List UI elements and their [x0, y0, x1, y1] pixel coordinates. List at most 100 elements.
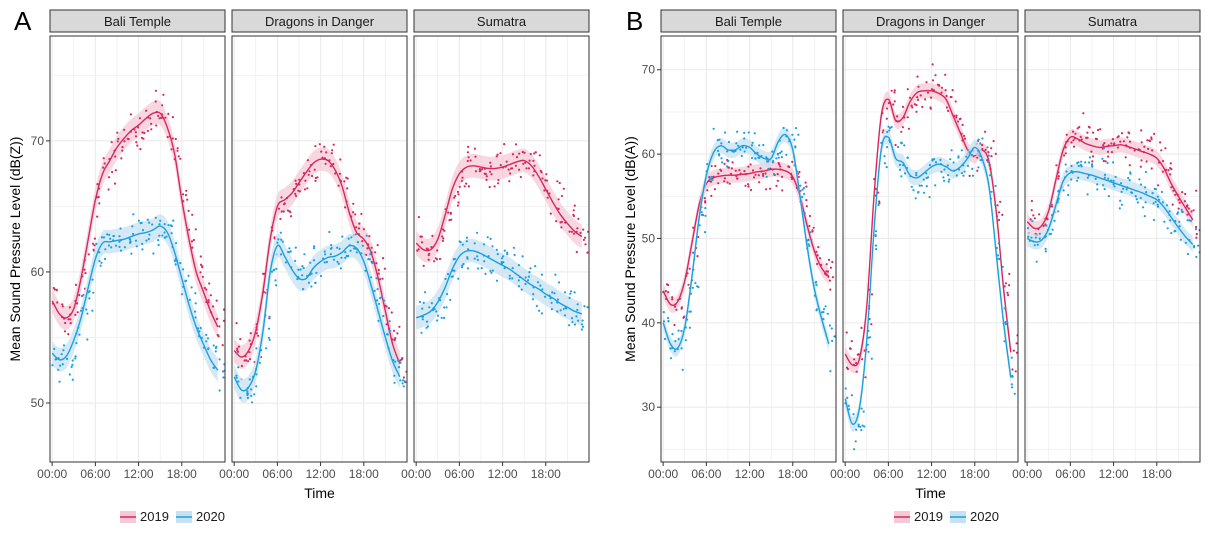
- data-point-2020: [791, 133, 794, 136]
- data-point-2020: [382, 314, 385, 318]
- data-point-2019: [68, 306, 71, 309]
- data-point-2019: [1162, 159, 1165, 163]
- data-point-2019: [134, 135, 138, 138]
- data-point-2020: [667, 319, 670, 323]
- data-point-2019: [671, 296, 674, 299]
- facet-background: [1025, 36, 1200, 462]
- data-point-2020: [288, 251, 291, 254]
- data-point-2020: [154, 216, 157, 219]
- data-point-2019: [87, 253, 90, 256]
- data-point-2020: [917, 190, 920, 194]
- data-point-2019: [76, 311, 79, 314]
- facet-bali-temple: Bali Temple 00:00 06:00 12:00 18:00: [37, 9, 226, 481]
- data-point-2019: [107, 176, 111, 179]
- data-point-2020: [314, 281, 317, 284]
- data-point-2020: [436, 319, 439, 322]
- data-point-2019: [474, 155, 477, 158]
- data-point-2019: [1051, 205, 1054, 208]
- data-point-2019: [779, 165, 782, 168]
- data-point-2020: [1118, 207, 1121, 210]
- facet-background: [843, 36, 1018, 462]
- confidence-band-2020: [234, 233, 400, 403]
- data-point-2020: [875, 248, 878, 251]
- data-point-2020: [477, 267, 480, 270]
- data-point-2020: [440, 316, 443, 319]
- data-point-2019: [1030, 199, 1033, 203]
- data-point-2019: [510, 167, 514, 170]
- data-point-2019: [505, 160, 508, 163]
- data-point-2020: [344, 251, 347, 254]
- data-point-2019: [83, 268, 86, 271]
- data-point-2019: [239, 338, 242, 341]
- data-point-2019: [1143, 145, 1146, 148]
- data-point-2019: [441, 228, 445, 231]
- data-point-2020: [119, 227, 122, 230]
- series-line-2020: [844, 135, 1012, 425]
- data-point-2019: [390, 311, 393, 314]
- data-point-2019: [318, 143, 321, 146]
- data-point-2019: [67, 318, 70, 321]
- data-point-2019: [584, 236, 587, 239]
- data-point-2019: [861, 358, 864, 361]
- data-point-2019: [831, 276, 835, 279]
- data-point-2020: [743, 137, 746, 140]
- data-point-2020: [541, 288, 544, 291]
- data-point-2020: [424, 291, 427, 294]
- data-point-2020: [527, 279, 530, 282]
- data-point-2020: [489, 237, 492, 240]
- data-point-2019: [901, 105, 905, 108]
- data-point-2019: [212, 305, 215, 308]
- facet-border: [842, 35, 1019, 463]
- data-point-2019: [1153, 132, 1156, 135]
- data-point-2019: [186, 198, 189, 201]
- series-line-2020: [51, 225, 219, 371]
- facet-border: [49, 35, 226, 463]
- data-point-2020: [175, 242, 178, 245]
- data-point-2019: [140, 136, 143, 139]
- data-point-2019: [298, 190, 301, 193]
- data-point-2020: [131, 225, 134, 228]
- data-point-2020: [529, 267, 532, 270]
- data-point-2019: [467, 145, 470, 148]
- data-point-2020: [118, 235, 121, 238]
- data-point-2020: [1128, 179, 1131, 182]
- data-point-2020: [977, 138, 980, 141]
- data-point-2020: [946, 164, 949, 167]
- data-point-2019: [337, 184, 340, 187]
- data-point-2020: [1173, 230, 1176, 233]
- data-point-2019: [916, 96, 919, 99]
- data-point-2019: [917, 85, 920, 88]
- facet-strip: [413, 9, 590, 33]
- data-point-2019: [955, 116, 958, 119]
- data-point-2020: [495, 248, 498, 251]
- data-point-2020: [207, 347, 210, 350]
- data-point-2020: [393, 374, 396, 377]
- data-point-2020: [740, 154, 743, 157]
- data-point-2020: [141, 248, 144, 251]
- data-point-2020: [1077, 164, 1080, 167]
- series-line-2020: [233, 244, 401, 392]
- data-point-2020: [782, 126, 785, 130]
- data-point-2020: [70, 365, 73, 368]
- data-point-2019: [667, 291, 670, 294]
- legend: 2019 2020: [120, 509, 225, 524]
- data-point-2019: [545, 179, 549, 182]
- data-point-2020: [1013, 392, 1016, 395]
- data-point-2020: [1038, 232, 1041, 235]
- data-point-2020: [237, 366, 240, 369]
- data-point-2020: [1156, 203, 1159, 206]
- data-point-2020: [65, 357, 69, 360]
- data-point-2019: [878, 202, 881, 205]
- facet-title: Bali Temple: [104, 14, 171, 29]
- data-point-2019: [417, 216, 420, 219]
- data-point-2019: [1164, 147, 1167, 150]
- data-point-2019: [321, 156, 324, 159]
- data-point-2020: [288, 247, 291, 250]
- data-point-2019: [1150, 138, 1153, 141]
- data-point-2020: [684, 339, 687, 342]
- data-point-2020: [163, 236, 166, 239]
- data-point-2020: [1139, 196, 1142, 200]
- data-point-2019: [1116, 146, 1120, 149]
- data-point-2020: [573, 291, 576, 294]
- data-point-2020: [940, 170, 943, 173]
